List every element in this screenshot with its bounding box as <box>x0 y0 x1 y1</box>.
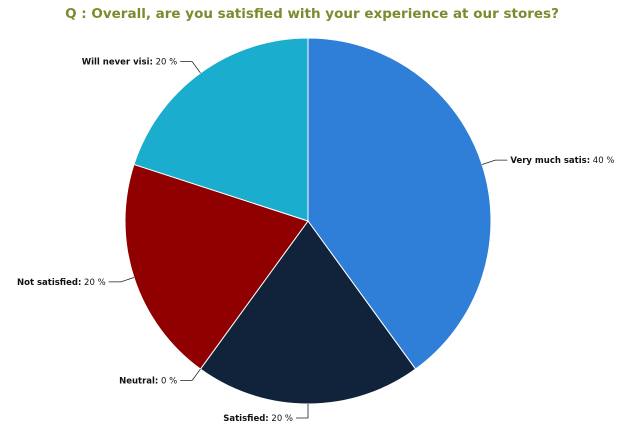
data-label-neutral: Neutral: 0 % <box>119 376 177 386</box>
pie-slice-will-never-visi <box>133 37 309 222</box>
data-label-satisfied: Satisfied: 20 % <box>223 414 293 424</box>
pie-slice-not-satisfied <box>124 163 309 370</box>
data-label-will-never-visi: Will never visi: 20 % <box>82 58 177 68</box>
label-connector-not-satisfied <box>108 277 135 283</box>
label-connector-will-never-visi <box>180 61 201 74</box>
pie-slice-satisfied <box>199 220 417 405</box>
chart-title: Q : Overall, are you satisfied with your… <box>65 6 559 22</box>
data-label-very-much-satis: Very much satis: 40 % <box>510 156 614 166</box>
label-connector-very-much-satis <box>481 159 508 165</box>
pie-slice-very-much-satis <box>307 37 492 370</box>
data-label-not-satisfied: Not satisfied: 20 % <box>17 278 106 288</box>
label-connector-satisfied <box>296 404 309 419</box>
label-connector-neutral <box>180 368 201 381</box>
